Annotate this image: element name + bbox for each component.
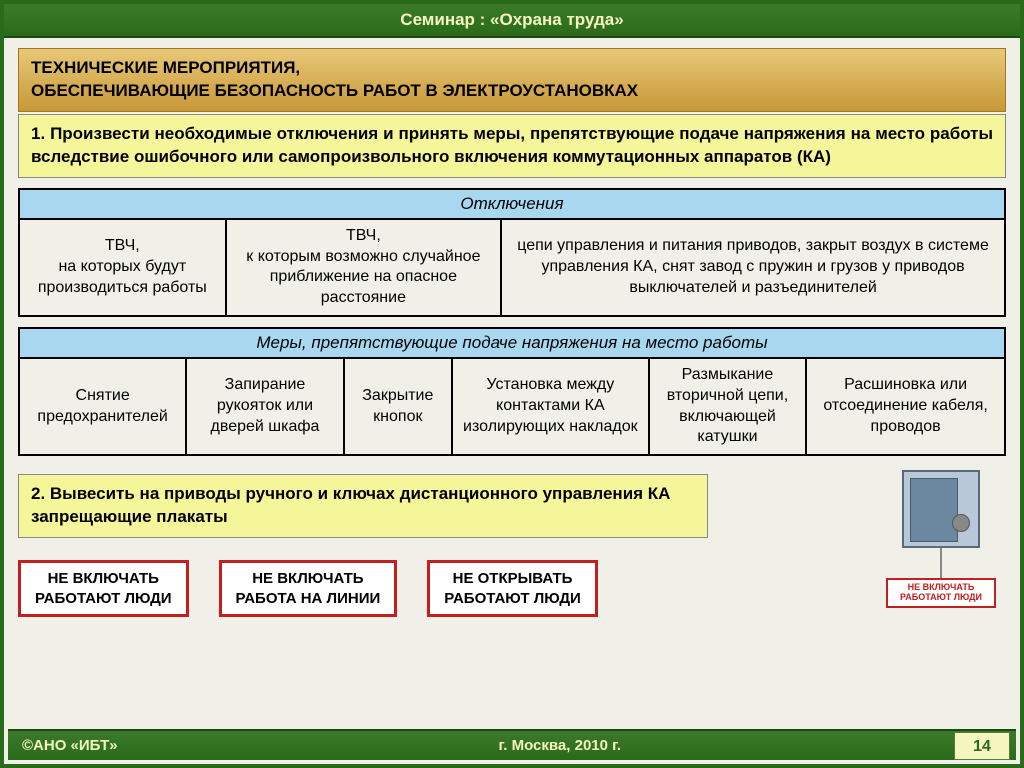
- table1-cell-0: ТВЧ,на которых будут производиться работ…: [20, 220, 227, 315]
- table2-cell-4: Размыкание вторичной цепи, включающей ка…: [650, 359, 807, 454]
- slide-title: ТЕХНИЧЕСКИЕ МЕРОПРИЯТИЯ, ОБЕСПЕЧИВАЮЩИЕ …: [18, 48, 1006, 112]
- table1-cell-2: цепи управления и питания приводов, закр…: [502, 220, 1004, 315]
- footer-bar: ©АНО «ИБТ» г. Москва, 2010 г.: [8, 729, 1016, 760]
- signs-row: НЕ ВКЛЮЧАТЬРАБОТАЮТ ЛЮДИ НЕ ВКЛЮЧАТЬРАБО…: [18, 560, 1006, 617]
- table2-cell-1: Запирание рукояток или дверей шкафа: [187, 359, 344, 454]
- step-2-box: 2. Вывесить на приводы ручного и ключах …: [18, 474, 708, 538]
- page-number: 14: [954, 732, 1010, 760]
- table2-header: Меры, препятствующие подаче напряжения н…: [20, 329, 1004, 359]
- sign-0: НЕ ВКЛЮЧАТЬРАБОТАЮТ ЛЮДИ: [18, 560, 189, 617]
- switch-illustration: НЕ ВКЛЮЧАТЬРАБОТАЮТ ЛЮДИ: [876, 470, 1006, 608]
- slide-frame: Семинар : «Охрана труда» ТЕХНИЧЕСКИЕ МЕР…: [0, 0, 1024, 768]
- step-1-box: 1. Произвести необходимые отключения и п…: [18, 114, 1006, 178]
- sign-2: НЕ ОТКРЫВАТЬРАБОТАЮТ ЛЮДИ: [427, 560, 598, 617]
- bottom-section: 2. Вывесить на приводы ручного и ключах …: [18, 474, 1006, 617]
- switch-tag-sign: НЕ ВКЛЮЧАТЬРАБОТАЮТ ЛЮДИ: [886, 578, 996, 608]
- table1-cell-1: ТВЧ,к которым возможно случайное приближ…: [227, 220, 503, 315]
- content-area: ТЕХНИЧЕСКИЕ МЕРОПРИЯТИЯ, ОБЕСПЕЧИВАЮЩИЕ …: [4, 38, 1020, 617]
- table1-header: Отключения: [20, 190, 1004, 220]
- table2-row: Снятие предохранителей Запирание рукоято…: [20, 359, 1004, 454]
- title-line-1: ТЕХНИЧЕСКИЕ МЕРОПРИЯТИЯ,: [31, 58, 300, 77]
- footer-center: г. Москва, 2010 г.: [118, 737, 1002, 754]
- table-measures: Меры, препятствующие подаче напряжения н…: [18, 327, 1006, 456]
- title-line-2: ОБЕСПЕЧИВАЮЩИЕ БЕЗОПАСНОСТЬ РАБОТ В ЭЛЕК…: [31, 81, 638, 100]
- table1-row: ТВЧ,на которых будут производиться работ…: [20, 220, 1004, 315]
- switch-box-icon: [902, 470, 980, 548]
- switch-wire: [940, 548, 942, 578]
- sign-1: НЕ ВКЛЮЧАТЬРАБОТА НА ЛИНИИ: [219, 560, 398, 617]
- table2-cell-0: Снятие предохранителей: [20, 359, 187, 454]
- header-bar: Семинар : «Охрана труда»: [4, 4, 1020, 38]
- table-disconnections: Отключения ТВЧ,на которых будут производ…: [18, 188, 1006, 317]
- table2-cell-3: Установка между контактами КА изолирующи…: [453, 359, 650, 454]
- table2-cell-2: Закрытие кнопок: [345, 359, 453, 454]
- table2-cell-5: Расшиновка или отсоединение кабеля, пров…: [807, 359, 1004, 454]
- footer-left: ©АНО «ИБТ»: [22, 737, 118, 754]
